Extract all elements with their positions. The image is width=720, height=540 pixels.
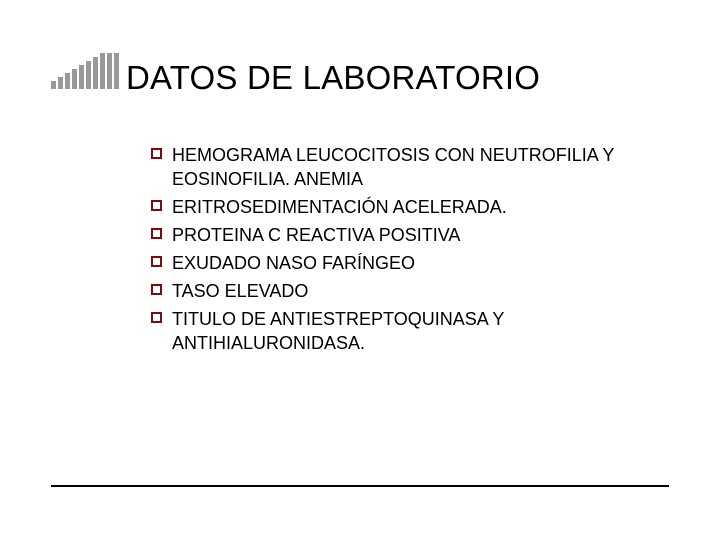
square-bullet-icon <box>151 284 162 295</box>
square-bullet-icon <box>151 148 162 159</box>
slide-inner: DATOS DE LABORATORIO HEMOGRAMA LEUCOCITO… <box>51 53 669 487</box>
list-item-text: PROTEINA C REACTIVA POSITIVA <box>172 223 460 247</box>
list-item: HEMOGRAMA LEUCOCITOSIS CON NEUTROFILIA Y… <box>151 143 649 191</box>
slide-title: DATOS DE LABORATORIO <box>126 59 540 97</box>
bottom-divider <box>51 485 669 487</box>
list-item-text: TITULO DE ANTIESTREPTOQUINASA Y ANTIHIAL… <box>172 307 649 355</box>
bullet-list: HEMOGRAMA LEUCOCITOSIS CON NEUTROFILIA Y… <box>151 143 649 359</box>
barcode-bar <box>79 65 84 89</box>
barcode-bar <box>72 69 77 89</box>
barcode-bar <box>100 53 105 89</box>
list-item: PROTEINA C REACTIVA POSITIVA <box>151 223 649 247</box>
square-bullet-icon <box>151 228 162 239</box>
barcode-bar <box>93 57 98 89</box>
list-item: ERITROSEDIMENTACIÓN ACELERADA. <box>151 195 649 219</box>
list-item: EXUDADO NASO FARÍNGEO <box>151 251 649 275</box>
list-item: TITULO DE ANTIESTREPTOQUINASA Y ANTIHIAL… <box>151 307 649 355</box>
square-bullet-icon <box>151 312 162 323</box>
square-bullet-icon <box>151 256 162 267</box>
barcode-bar <box>51 81 56 89</box>
barcode-bar <box>86 61 91 89</box>
list-item: TASO ELEVADO <box>151 279 649 303</box>
barcode-bar <box>107 53 112 89</box>
barcode-bar <box>114 53 119 89</box>
list-item-text: EXUDADO NASO FARÍNGEO <box>172 251 415 275</box>
barcode-bar <box>58 77 63 89</box>
list-item-text: ERITROSEDIMENTACIÓN ACELERADA. <box>172 195 507 219</box>
barcode-decoration <box>51 53 119 89</box>
barcode-bar <box>65 73 70 89</box>
list-item-text: TASO ELEVADO <box>172 279 308 303</box>
slide: DATOS DE LABORATORIO HEMOGRAMA LEUCOCITO… <box>11 13 709 527</box>
square-bullet-icon <box>151 200 162 211</box>
list-item-text: HEMOGRAMA LEUCOCITOSIS CON NEUTROFILIA Y… <box>172 143 649 191</box>
